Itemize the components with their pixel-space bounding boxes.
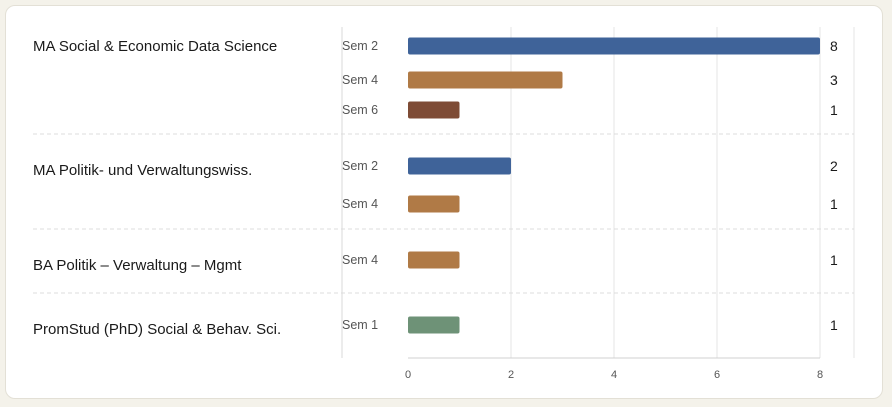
bar <box>408 316 460 334</box>
program-label: PromStud (PhD) Social & Behav. Sci. <box>33 321 281 338</box>
value-label: 1 <box>830 102 838 118</box>
semester-label: Sem 2 <box>342 159 378 173</box>
bar <box>408 195 460 213</box>
semester-label: Sem 2 <box>342 39 378 53</box>
x-tick-label: 2 <box>508 369 514 381</box>
value-label: 1 <box>830 317 838 333</box>
x-tick-label: 4 <box>611 369 617 381</box>
x-tick-label: 0 <box>405 369 411 381</box>
x-tick-label: 6 <box>714 369 720 381</box>
value-label: 2 <box>830 158 838 174</box>
bar <box>408 71 563 89</box>
value-label: 1 <box>830 196 838 212</box>
semester-label: Sem 1 <box>342 318 378 332</box>
semester-label: Sem 4 <box>342 253 378 267</box>
semester-label: Sem 4 <box>342 73 378 87</box>
bar <box>408 37 820 55</box>
semester-label: Sem 4 <box>342 197 378 211</box>
bar <box>408 101 460 119</box>
value-label: 8 <box>830 38 838 54</box>
bar <box>408 251 460 269</box>
x-tick-label: 8 <box>817 369 823 381</box>
program-label: BA Politik – Verwaltung – Mgmt <box>33 257 242 274</box>
program-label: MA Politik- und Verwaltungswiss. <box>33 162 252 179</box>
semester-label: Sem 6 <box>342 103 378 117</box>
value-label: 3 <box>830 72 838 88</box>
program-label: MA Social & Economic Data Science <box>33 38 277 55</box>
bar <box>408 157 511 175</box>
value-label: 1 <box>830 252 838 268</box>
